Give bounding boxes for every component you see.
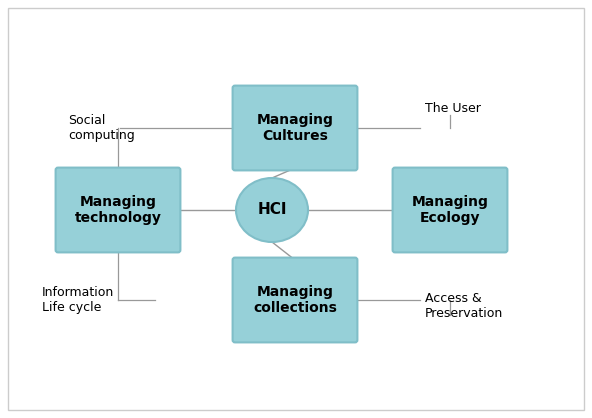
Text: Managing
Ecology: Managing Ecology [411, 195, 488, 225]
Text: The User: The User [425, 102, 481, 115]
FancyBboxPatch shape [392, 168, 507, 252]
Text: Access &
Preservation: Access & Preservation [425, 292, 503, 320]
Text: HCI: HCI [258, 202, 287, 217]
Text: Managing
technology: Managing technology [75, 195, 162, 225]
Text: Information
Life cycle: Information Life cycle [42, 286, 114, 314]
Text: Managing
Cultures: Managing Cultures [256, 113, 333, 143]
Text: Social
computing: Social computing [68, 114, 135, 142]
FancyBboxPatch shape [233, 86, 358, 171]
Ellipse shape [236, 178, 308, 242]
FancyBboxPatch shape [56, 168, 181, 252]
FancyBboxPatch shape [233, 257, 358, 342]
Text: Managing
collections: Managing collections [253, 285, 337, 315]
